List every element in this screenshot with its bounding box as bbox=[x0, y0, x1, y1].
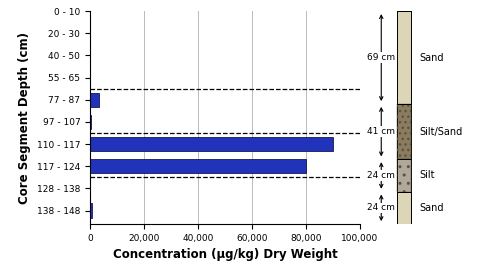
Bar bbox=[397, 104, 411, 159]
Text: 24 cm: 24 cm bbox=[368, 203, 395, 212]
X-axis label: Concentration (μg/kg) Dry Weight: Concentration (μg/kg) Dry Weight bbox=[112, 248, 338, 261]
Text: 24 cm: 24 cm bbox=[368, 171, 395, 180]
Bar bbox=[90, 137, 333, 151]
Bar bbox=[397, 159, 411, 192]
Text: Silt: Silt bbox=[419, 171, 435, 181]
Text: Silt/Sand: Silt/Sand bbox=[419, 127, 463, 137]
Text: 69 cm: 69 cm bbox=[367, 53, 396, 62]
Bar bbox=[397, 11, 411, 104]
Text: 41 cm: 41 cm bbox=[367, 127, 395, 136]
Text: Sand: Sand bbox=[419, 53, 444, 63]
Text: Sand: Sand bbox=[419, 203, 444, 213]
Bar bbox=[90, 203, 92, 218]
Bar bbox=[90, 93, 100, 107]
Bar bbox=[397, 159, 411, 192]
Bar bbox=[397, 104, 411, 159]
Y-axis label: Core Segment Depth (cm): Core Segment Depth (cm) bbox=[18, 32, 31, 204]
Bar bbox=[90, 159, 306, 173]
Bar bbox=[397, 192, 411, 224]
